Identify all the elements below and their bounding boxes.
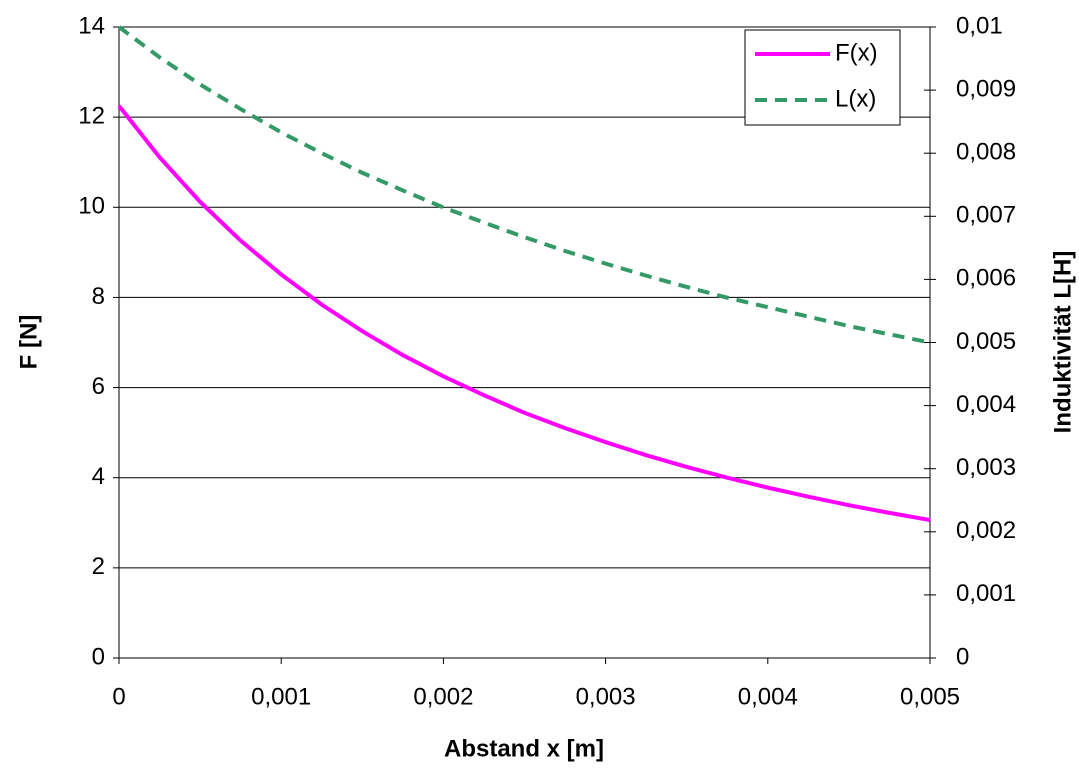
x-tick-label: 0,001 bbox=[251, 683, 311, 710]
y-axis-title: F [N] bbox=[15, 315, 42, 370]
legend-label: L(x) bbox=[835, 85, 876, 112]
y2-tick-label: 0,008 bbox=[956, 139, 1016, 166]
series-line bbox=[117, 25, 931, 345]
y2-tick-label: 0,001 bbox=[956, 580, 1016, 607]
y2-tick-label: 0,007 bbox=[956, 202, 1016, 229]
x-tick-label: 0,004 bbox=[738, 683, 798, 710]
y2-tick-label: 0,01 bbox=[956, 12, 1003, 39]
y2-tick-label: 0 bbox=[956, 643, 969, 670]
y-tick-label: 14 bbox=[78, 12, 105, 39]
y-tick-label: 0 bbox=[92, 643, 105, 670]
y2-tick-label: 0,004 bbox=[956, 391, 1016, 418]
y2-tick-label: 0,005 bbox=[956, 328, 1016, 355]
legend-box bbox=[744, 29, 901, 126]
legend-label: F(x) bbox=[835, 39, 878, 66]
y-tick-label: 2 bbox=[92, 553, 105, 580]
y-tick-label: 4 bbox=[92, 463, 105, 490]
x-tick-label: 0,005 bbox=[900, 683, 960, 710]
y-tick-label: 8 bbox=[92, 283, 105, 310]
series-line bbox=[117, 104, 931, 523]
y-tick-label: 6 bbox=[92, 373, 105, 400]
y2-tick-label: 0,009 bbox=[956, 75, 1016, 102]
x-axis-title: Abstand x [m] bbox=[444, 735, 604, 762]
y2-axis-title: Induktivität L[H] bbox=[1049, 251, 1076, 434]
y-tick-label: 10 bbox=[78, 193, 105, 220]
y2-tick-label: 0,003 bbox=[956, 454, 1016, 481]
y2-tick-label: 0,006 bbox=[956, 265, 1016, 292]
y2-tick-label: 0,002 bbox=[956, 517, 1016, 544]
x-tick-label: 0 bbox=[112, 683, 125, 710]
y-tick-label: 12 bbox=[78, 102, 105, 129]
x-tick-label: 0,002 bbox=[413, 683, 473, 710]
x-tick-label: 0,003 bbox=[576, 683, 636, 710]
